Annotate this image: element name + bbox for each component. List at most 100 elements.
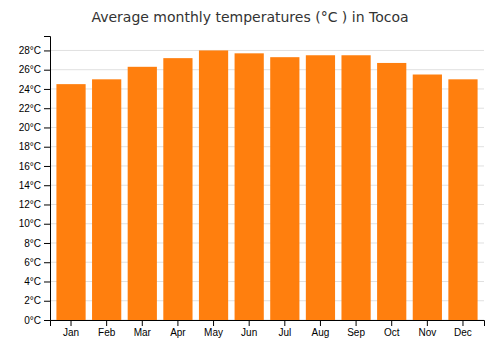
y-tick-label: 12°C [19, 199, 41, 210]
bar [341, 55, 370, 320]
x-tick: Oct [384, 320, 400, 338]
bar [306, 55, 335, 320]
y-tick: 18°C [19, 141, 50, 152]
grid [50, 50, 484, 320]
y-tick: 26°C [19, 64, 50, 75]
y-tick: 28°C [19, 45, 50, 56]
y-tick-mark [44, 89, 50, 90]
y-tick-label: 14°C [19, 180, 41, 191]
x-tick-mark [391, 320, 392, 326]
y-tick: 8°C [24, 238, 50, 249]
x-tick-mark [427, 320, 428, 326]
y-tick-label: 8°C [24, 238, 41, 249]
y-tick-label: 6°C [24, 257, 41, 268]
bar [270, 57, 299, 320]
x-tick: Nov [418, 320, 436, 338]
y-tick-label: 4°C [24, 276, 41, 287]
x-tick: Aug [312, 320, 330, 338]
y-tick-mark [44, 147, 50, 148]
x-tick: Feb [98, 320, 116, 338]
y-tick-label: 26°C [19, 64, 41, 75]
y-tick-label: 24°C [19, 84, 41, 95]
y-tick-mark [44, 204, 50, 205]
y-axis-line [44, 37, 51, 321]
chart: 0°C 2°C 4°C 6°C 8°C 10°C 12°C 14°C 16°C 18°C 20°C 2… [0, 0, 500, 350]
x-tick-label: Nov [418, 327, 436, 338]
x-tick: Sep [347, 320, 365, 338]
y-tick: 10°C [19, 218, 50, 229]
y-tick-label: 0°C [24, 315, 41, 326]
x-tick-mark [106, 320, 107, 326]
y-tick: 14°C [19, 180, 50, 191]
bar [199, 50, 228, 320]
bar [235, 53, 264, 320]
x-tick-label: Jun [241, 327, 257, 338]
y-tick: 2°C [24, 295, 50, 306]
y-tick: 12°C [19, 199, 50, 210]
plot: 0°C 2°C 4°C 6°C 8°C 10°C 12°C 14°C 16°C 18°C 20°C 2… [19, 37, 485, 339]
bar [448, 79, 477, 320]
x-tick-mark [356, 320, 357, 326]
x-tick-label: Aug [312, 327, 330, 338]
bar [377, 63, 406, 320]
bars [56, 50, 477, 320]
y-tick-mark [44, 185, 50, 186]
x-tick-label: Sep [347, 327, 365, 338]
grid-line [50, 50, 484, 51]
x-tick: May [204, 320, 223, 338]
grid-line [50, 69, 484, 70]
y-tick-mark [44, 262, 50, 263]
x-tick-label: Apr [170, 327, 186, 338]
x-tick-label: Feb [98, 327, 116, 338]
x-tick: Dec [454, 320, 472, 338]
x-tick-mark [213, 320, 214, 326]
y-tick-label: 20°C [19, 122, 41, 133]
y-tick-mark [44, 320, 50, 321]
y-tick-mark [44, 281, 50, 282]
bar [128, 67, 157, 320]
y-tick: 20°C [19, 122, 50, 133]
x-tick-mark [142, 320, 143, 326]
bar [92, 79, 121, 320]
x-tick-label: Jan [63, 327, 79, 338]
x-tick-label: May [204, 327, 223, 338]
y-tick-label: 16°C [19, 161, 41, 172]
bar [163, 58, 192, 320]
x-tick: Apr [170, 320, 186, 338]
x-tick-mark [177, 320, 178, 326]
y-tick-label: 2°C [24, 295, 41, 306]
x-tick-mark [249, 320, 250, 326]
y-tick: 22°C [19, 103, 50, 114]
x-tick: Jul [278, 320, 291, 338]
y-tick-label: 10°C [19, 218, 41, 229]
x-tick-mark [320, 320, 321, 326]
y-tick-label: 18°C [19, 141, 41, 152]
y-tick-mark [44, 50, 50, 51]
y-tick-mark [44, 224, 50, 225]
y-tick-mark [44, 301, 50, 302]
y-tick: 0°C [24, 315, 50, 326]
y-tick: 24°C [19, 84, 50, 95]
x-tick-mark [71, 320, 72, 326]
x-tick: Jun [241, 320, 257, 338]
x-tick-mark [462, 320, 463, 326]
y-tick-mark [44, 127, 50, 128]
x-axis: Jan Feb Mar Apr May Jun Jul Aug Sep Oct Nov Dec [51, 320, 485, 338]
bar [56, 84, 85, 320]
x-tick-label: Oct [384, 327, 400, 338]
bar [413, 75, 442, 320]
y-tick-mark [44, 166, 50, 167]
y-axis: 0°C 2°C 4°C 6°C 8°C 10°C 12°C 14°C 16°C 18°C 20°C 2… [19, 37, 51, 326]
x-axis-line [51, 321, 485, 327]
y-tick-mark [44, 243, 50, 244]
x-tick-label: Jul [278, 327, 291, 338]
title: Average monthly temperatures (°C ) in To… [91, 9, 408, 25]
y-tick: 16°C [19, 161, 50, 172]
y-tick: 4°C [24, 276, 50, 287]
x-tick: Mar [134, 320, 152, 338]
x-tick: Jan [63, 320, 79, 338]
y-tick-label: 28°C [19, 45, 41, 56]
x-tick-label: Mar [134, 327, 152, 338]
x-tick-label: Dec [454, 327, 472, 338]
y-tick-mark [44, 108, 50, 109]
